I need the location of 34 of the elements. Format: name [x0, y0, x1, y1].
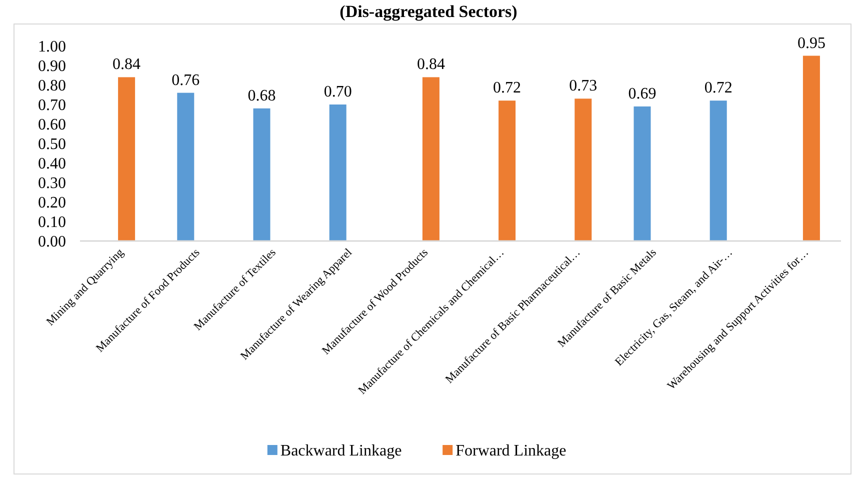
y-tick-label: 0.00	[38, 234, 66, 251]
bar	[118, 77, 136, 241]
bar	[802, 56, 820, 241]
y-tick-label: 0.30	[38, 175, 66, 192]
data-label: 0.68	[248, 87, 276, 104]
bar	[498, 100, 516, 241]
bar	[177, 92, 194, 241]
data-label: 0.76	[172, 72, 200, 89]
data-label: 0.84	[112, 56, 141, 74]
data-label: 0.72	[493, 80, 522, 97]
bar	[634, 106, 651, 241]
bar	[574, 98, 592, 241]
bar	[422, 77, 440, 241]
y-tick-label: 0.90	[38, 58, 66, 76]
y-tick-label: 0.80	[38, 78, 66, 95]
bar	[329, 104, 346, 241]
y-tick-label: 0.20	[38, 194, 66, 212]
y-tick-label: 0.70	[38, 97, 66, 114]
y-tick-label: 1.00	[38, 38, 66, 56]
data-label: 0.84	[416, 56, 445, 74]
chart-title: (Dis-aggregated Sectors)	[340, 2, 518, 21]
legend-label: Forward Linkage	[456, 442, 566, 460]
y-tick-label: 0.10	[38, 214, 66, 232]
bar	[710, 100, 727, 241]
legend-label: Backward Linkage	[280, 442, 402, 460]
bar	[253, 108, 270, 241]
data-label: 0.72	[704, 80, 732, 97]
y-tick-label: 0.40	[38, 156, 66, 173]
data-label: 0.69	[628, 85, 656, 102]
y-tick-label: 0.50	[38, 136, 66, 154]
y-tick-label: 0.60	[38, 116, 66, 134]
data-label: 0.95	[797, 34, 826, 52]
data-label: 0.73	[569, 78, 598, 95]
data-label: 0.70	[324, 84, 352, 100]
